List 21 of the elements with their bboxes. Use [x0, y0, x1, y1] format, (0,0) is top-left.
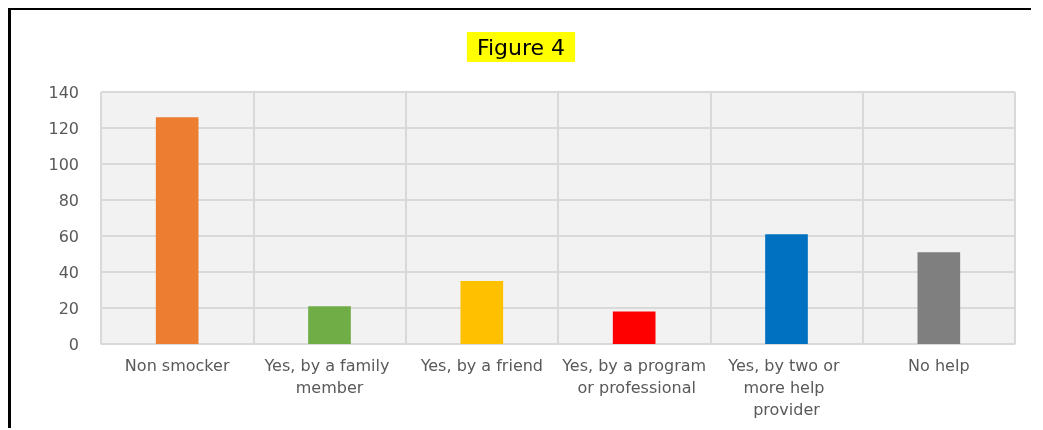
- y-tick-label: 120: [48, 118, 79, 138]
- y-tick-label: 40: [58, 262, 79, 282]
- chart-title: Figure 4: [476, 34, 566, 60]
- x-tick-label: Yes, by a friend: [419, 355, 544, 375]
- bar: [308, 306, 351, 344]
- bar: [460, 281, 504, 344]
- bar: [765, 234, 808, 344]
- y-tick-label: 60: [58, 226, 79, 246]
- x-tick-label: Yes, by two or more help provider: [727, 355, 845, 419]
- x-tick-label: No help: [908, 355, 970, 375]
- y-tick-label: 100: [48, 154, 79, 174]
- x-tick-label: Non smocker: [124, 355, 230, 375]
- bar: [155, 117, 199, 344]
- y-tick-label: 80: [58, 190, 79, 210]
- x-tick-label: Yes, by a program or professional: [561, 355, 707, 397]
- y-tick-label: 0: [68, 334, 79, 354]
- bar: [612, 311, 656, 344]
- x-tick-label: Yes, by a family member: [263, 355, 395, 397]
- y-tick-label: 140: [48, 82, 79, 102]
- bar: [917, 252, 961, 344]
- y-tick-label: 20: [58, 298, 79, 318]
